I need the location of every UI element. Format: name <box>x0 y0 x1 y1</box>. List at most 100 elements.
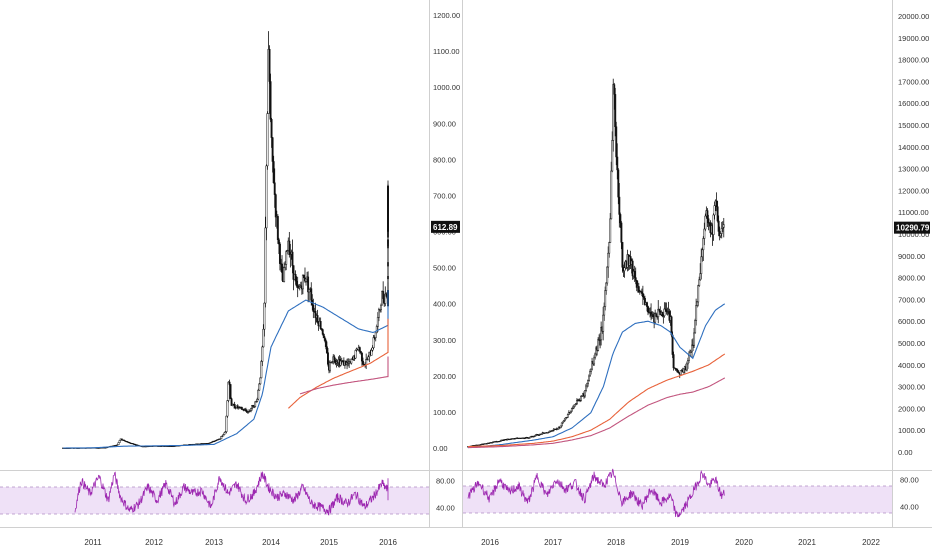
candle-body <box>387 230 389 232</box>
candle-body <box>230 398 233 406</box>
candle-body <box>712 214 715 235</box>
candle-body <box>566 414 569 418</box>
candle-body <box>294 274 297 282</box>
candle-body <box>564 417 567 420</box>
rsi-line <box>74 471 389 516</box>
candle-body <box>585 385 587 391</box>
candle-body <box>697 285 700 303</box>
y-tick-label: 1000.00 <box>898 426 925 435</box>
candle-body <box>382 291 385 299</box>
candle-body <box>375 326 378 334</box>
candle-body <box>262 328 265 348</box>
candle-body <box>376 317 379 327</box>
x-tick-label: 2014 <box>262 538 280 547</box>
candle-body <box>586 383 588 387</box>
last-price-label: 10290.79 <box>896 224 930 233</box>
candle-body <box>604 290 607 307</box>
candle-body <box>120 438 123 441</box>
candle-body <box>610 170 613 220</box>
candle-body <box>285 251 288 265</box>
y-tick-label: 0.00 <box>433 444 448 453</box>
candle-body <box>608 242 611 254</box>
moving-average-fast <box>467 303 726 449</box>
candle-body <box>646 302 648 307</box>
candle-body <box>647 306 649 313</box>
candle-body <box>286 250 289 252</box>
candle-body <box>302 274 305 279</box>
last-price-box <box>431 220 460 233</box>
candle-body <box>358 347 361 352</box>
candle-body <box>281 263 283 273</box>
candle-body <box>259 377 262 385</box>
y-tick-label: 200.00 <box>433 372 456 381</box>
candle-body <box>704 215 707 230</box>
candle-body <box>223 432 226 435</box>
moving-average-slow <box>299 356 389 395</box>
candle-body <box>671 334 674 355</box>
candle-body <box>607 252 610 268</box>
candle-body <box>268 48 271 82</box>
candle-body <box>672 354 675 369</box>
candle-body <box>273 182 276 195</box>
candle-body <box>308 289 311 293</box>
candle-body <box>603 306 606 316</box>
candle-body <box>700 256 703 275</box>
candle-body <box>265 165 268 229</box>
y-tick-label: 13000.00 <box>898 165 929 174</box>
candle-body <box>118 440 121 443</box>
y-tick-label: 4000.00 <box>898 361 925 370</box>
y-tick-label: 1200.00 <box>433 11 460 20</box>
candle-body <box>319 321 322 329</box>
left-chart: 0.00100.00200.00300.00400.00500.00600.00… <box>0 11 460 547</box>
candle-body <box>706 210 709 219</box>
candle-body <box>695 305 698 321</box>
x-tick-label: 2017 <box>544 538 562 547</box>
candle-body <box>229 384 232 399</box>
candle-body <box>123 439 125 441</box>
x-tick-label: 2020 <box>735 538 753 547</box>
y-axis-ticks: 0.00 1000.00 2000.00 3000.00 4000.00 5000.00 6… <box>898 12 929 457</box>
candle-body <box>260 361 263 379</box>
candle-body <box>563 418 566 421</box>
x-tick-label: 2013 <box>205 538 223 547</box>
candle-body <box>590 368 593 372</box>
candle-body <box>575 400 578 404</box>
panel-borders <box>0 0 932 528</box>
candle-body <box>694 320 697 334</box>
candle-body <box>614 94 617 128</box>
candle-body <box>359 351 362 354</box>
candle-body <box>652 314 655 317</box>
candle-body <box>288 240 291 255</box>
candle-body <box>623 267 626 272</box>
rsi-band <box>463 486 892 513</box>
candle-body <box>380 304 382 310</box>
candle-body <box>263 302 266 330</box>
x-tick-label: 2015 <box>320 538 338 547</box>
y-tick-label: 15000.00 <box>898 121 929 130</box>
candle-body <box>658 308 661 312</box>
candle-body <box>701 249 704 258</box>
candle-body <box>278 243 281 264</box>
candle-body <box>371 347 374 351</box>
candle-body <box>227 381 230 401</box>
candle-body <box>283 267 286 283</box>
candle-body <box>329 362 332 371</box>
candle-body <box>593 357 596 365</box>
candle-body <box>333 356 336 361</box>
candle-body <box>707 218 710 224</box>
candle-body <box>367 356 370 361</box>
y-tick-label: 0.00 <box>898 448 913 457</box>
candle-body <box>131 443 134 445</box>
candle-body <box>693 332 696 346</box>
candle-body <box>240 406 243 410</box>
candle-body <box>220 436 223 440</box>
candle-body <box>616 156 619 171</box>
moving-average-slow <box>468 377 726 449</box>
rsi-tick-label: 40.00 <box>900 502 919 511</box>
x-tick-label: 2019 <box>671 538 689 547</box>
y-tick-label: 18000.00 <box>898 56 929 65</box>
candle-body <box>272 161 275 184</box>
candle-body <box>292 265 295 280</box>
y-tick-label: 100.00 <box>433 408 456 417</box>
moving-average-mid <box>467 353 726 448</box>
